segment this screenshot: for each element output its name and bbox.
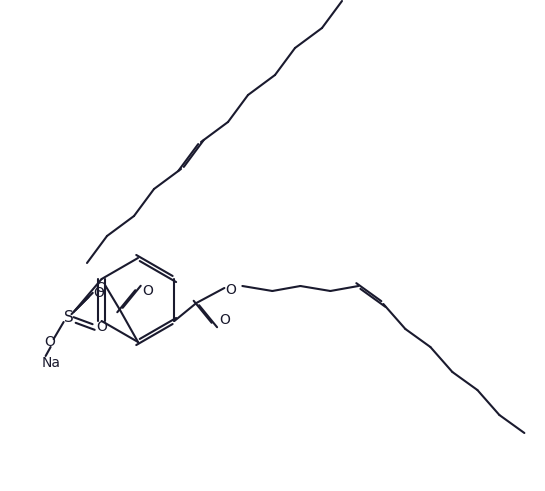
- Text: S: S: [64, 309, 74, 325]
- Text: O: O: [95, 281, 106, 295]
- Text: O: O: [93, 286, 104, 300]
- Text: O: O: [44, 335, 55, 349]
- Text: O: O: [219, 313, 230, 327]
- Text: O: O: [96, 320, 107, 334]
- Text: Na: Na: [41, 356, 60, 370]
- Text: O: O: [143, 284, 154, 298]
- Text: O: O: [225, 283, 236, 297]
